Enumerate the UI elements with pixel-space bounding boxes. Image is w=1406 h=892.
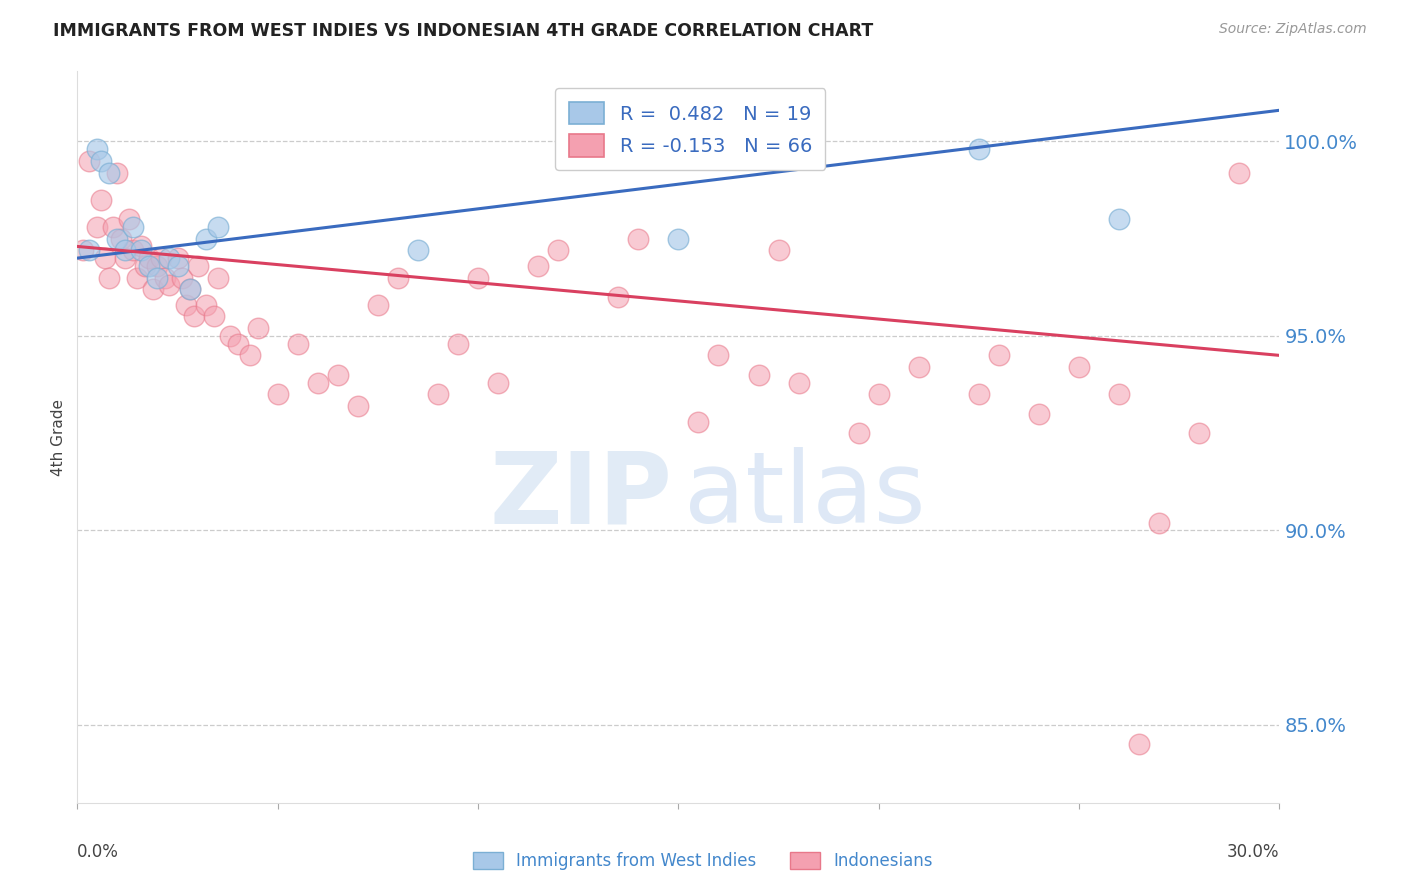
Point	[246, 321, 269, 335]
Legend: R =  0.482   N = 19, R = -0.153   N = 66: R = 0.482 N = 19, R = -0.153 N = 66	[555, 88, 825, 170]
Point	[226, 336, 249, 351]
Text: IMMIGRANTS FROM WEST INDIES VS INDONESIAN 4TH GRADE CORRELATION CHART: IMMIGRANTS FROM WEST INDIES VS INDONESIA…	[53, 22, 873, 40]
Point	[131, 244, 153, 258]
Point	[967, 142, 990, 156]
Point	[1128, 738, 1150, 752]
Point	[326, 368, 349, 382]
Point	[307, 376, 329, 390]
Point	[159, 251, 181, 265]
Point	[467, 270, 489, 285]
Point	[527, 259, 550, 273]
Point	[1108, 387, 1130, 401]
Text: atlas: atlas	[685, 447, 927, 544]
Point	[183, 310, 205, 324]
Point	[146, 270, 169, 285]
Point	[86, 142, 108, 156]
Point	[90, 153, 112, 168]
Point	[155, 270, 177, 285]
Point	[98, 165, 121, 179]
Point	[287, 336, 309, 351]
Point	[707, 348, 730, 362]
Point	[186, 259, 209, 273]
Point	[94, 251, 117, 265]
Point	[218, 329, 240, 343]
Point	[174, 298, 197, 312]
Point	[427, 387, 450, 401]
Point	[748, 368, 770, 382]
Point	[103, 219, 125, 234]
Point	[688, 415, 710, 429]
Point	[98, 270, 121, 285]
Point	[138, 251, 160, 265]
Point	[207, 270, 229, 285]
Point	[267, 387, 290, 401]
Point	[127, 270, 149, 285]
Point	[150, 251, 173, 265]
Point	[627, 232, 650, 246]
Point	[79, 153, 101, 168]
Point	[107, 165, 129, 179]
Point	[138, 259, 160, 273]
Legend: Immigrants from West Indies, Indonesians: Immigrants from West Indies, Indonesians	[467, 845, 939, 877]
Point	[110, 232, 132, 246]
Point	[967, 387, 990, 401]
Point	[367, 298, 389, 312]
Point	[668, 232, 690, 246]
Point	[107, 232, 129, 246]
Point	[988, 348, 1011, 362]
Y-axis label: 4th Grade: 4th Grade	[51, 399, 66, 475]
Point	[1028, 407, 1050, 421]
Point	[848, 426, 870, 441]
Point	[406, 244, 429, 258]
Point	[239, 348, 262, 362]
Point	[607, 290, 630, 304]
Point	[547, 244, 569, 258]
Point	[207, 219, 229, 234]
Point	[194, 298, 217, 312]
Point	[122, 219, 145, 234]
Point	[447, 336, 470, 351]
Point	[202, 310, 225, 324]
Point	[179, 282, 201, 296]
Point	[1229, 165, 1251, 179]
Text: ZIP: ZIP	[489, 447, 672, 544]
Point	[166, 259, 188, 273]
Point	[86, 219, 108, 234]
Text: 0.0%: 0.0%	[77, 843, 120, 861]
Point	[387, 270, 409, 285]
Point	[72, 244, 94, 258]
Point	[868, 387, 890, 401]
Text: 30.0%: 30.0%	[1227, 843, 1279, 861]
Point	[114, 244, 136, 258]
Point	[787, 376, 810, 390]
Point	[90, 193, 112, 207]
Point	[908, 359, 931, 374]
Point	[142, 282, 165, 296]
Point	[1188, 426, 1211, 441]
Point	[1069, 359, 1091, 374]
Text: Source: ZipAtlas.com: Source: ZipAtlas.com	[1219, 22, 1367, 37]
Point	[79, 244, 101, 258]
Point	[146, 259, 169, 273]
Point	[118, 212, 141, 227]
Point	[1108, 212, 1130, 227]
Point	[194, 232, 217, 246]
Point	[122, 244, 145, 258]
Point	[170, 270, 193, 285]
Point	[179, 282, 201, 296]
Point	[114, 251, 136, 265]
Point	[159, 278, 181, 293]
Point	[166, 251, 188, 265]
Point	[1149, 516, 1171, 530]
Point	[131, 239, 153, 253]
Point	[134, 259, 156, 273]
Point	[768, 244, 790, 258]
Point	[346, 399, 368, 413]
Point	[486, 376, 509, 390]
